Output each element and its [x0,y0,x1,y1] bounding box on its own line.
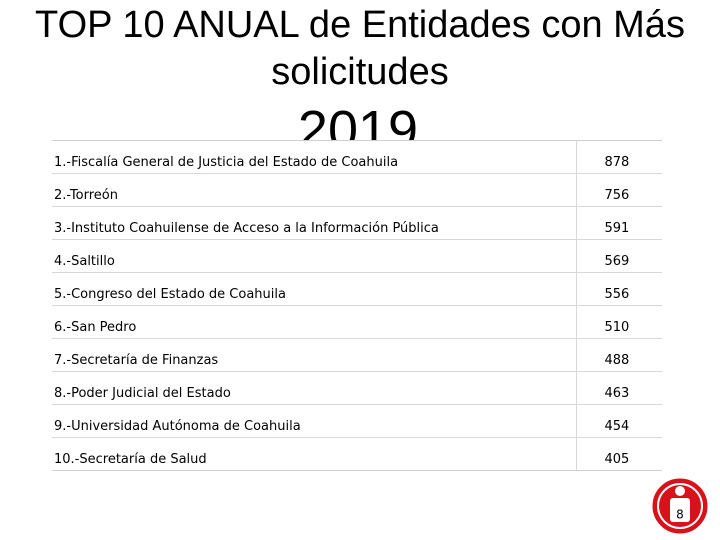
logo-ring [657,483,703,529]
entity-name: 6.-San Pedro [52,305,576,339]
request-count: 488 [575,338,662,372]
request-count: 510 [575,305,662,339]
table-row: 8.-Poder Judicial del Estado 463 [52,371,662,405]
entity-name: 5.-Congreso del Estado de Coahuila [52,272,576,306]
title: TOP 10 ANUAL de Entidades con Más solici… [35,4,685,93]
logo-body [670,498,690,522]
request-count: 463 [575,371,662,405]
request-count: 556 [575,272,662,306]
entity-name: 3.-Instituto Coahuilense de Acceso a la … [52,206,576,240]
table-row: 1.-Fiscalía General de Justicia del Esta… [52,140,662,174]
entity-name: 7.-Secretaría de Finanzas [52,338,576,372]
page-number: 8 [676,508,684,522]
logo: 8 [651,477,709,535]
request-count: 756 [575,173,662,207]
logo-head [675,486,685,496]
entity-name: 4.-Saltillo [52,239,576,273]
entity-name: 2.-Torreón [52,173,576,207]
ranking-table: 1.-Fiscalía General de Justicia del Esta… [52,140,662,471]
request-count: 454 [575,404,662,438]
entity-name: 8.-Poder Judicial del Estado [52,371,576,405]
request-count: 591 [575,206,662,240]
request-count: 569 [575,239,662,273]
entity-name: 1.-Fiscalía General de Justicia del Esta… [52,140,576,174]
entity-name: 10.-Secretaría de Salud [52,437,576,471]
table-row: 9.-Universidad Autónoma de Coahuila 454 [52,404,662,438]
table-row: 2.-Torreón 756 [52,173,662,207]
table-row: 7.-Secretaría de Finanzas 488 [52,338,662,372]
request-count: 878 [575,140,662,174]
table-row: 4.-Saltillo 569 [52,239,662,273]
table-row: 3.-Instituto Coahuilense de Acceso a la … [52,206,662,240]
table-row: 6.-San Pedro 510 [52,305,662,339]
table-row: 10.-Secretaría de Salud 405 [52,437,662,471]
table-row: 5.-Congreso del Estado de Coahuila 556 [52,272,662,306]
entity-name: 9.-Universidad Autónoma de Coahuila [52,404,576,438]
request-count: 405 [575,437,662,471]
